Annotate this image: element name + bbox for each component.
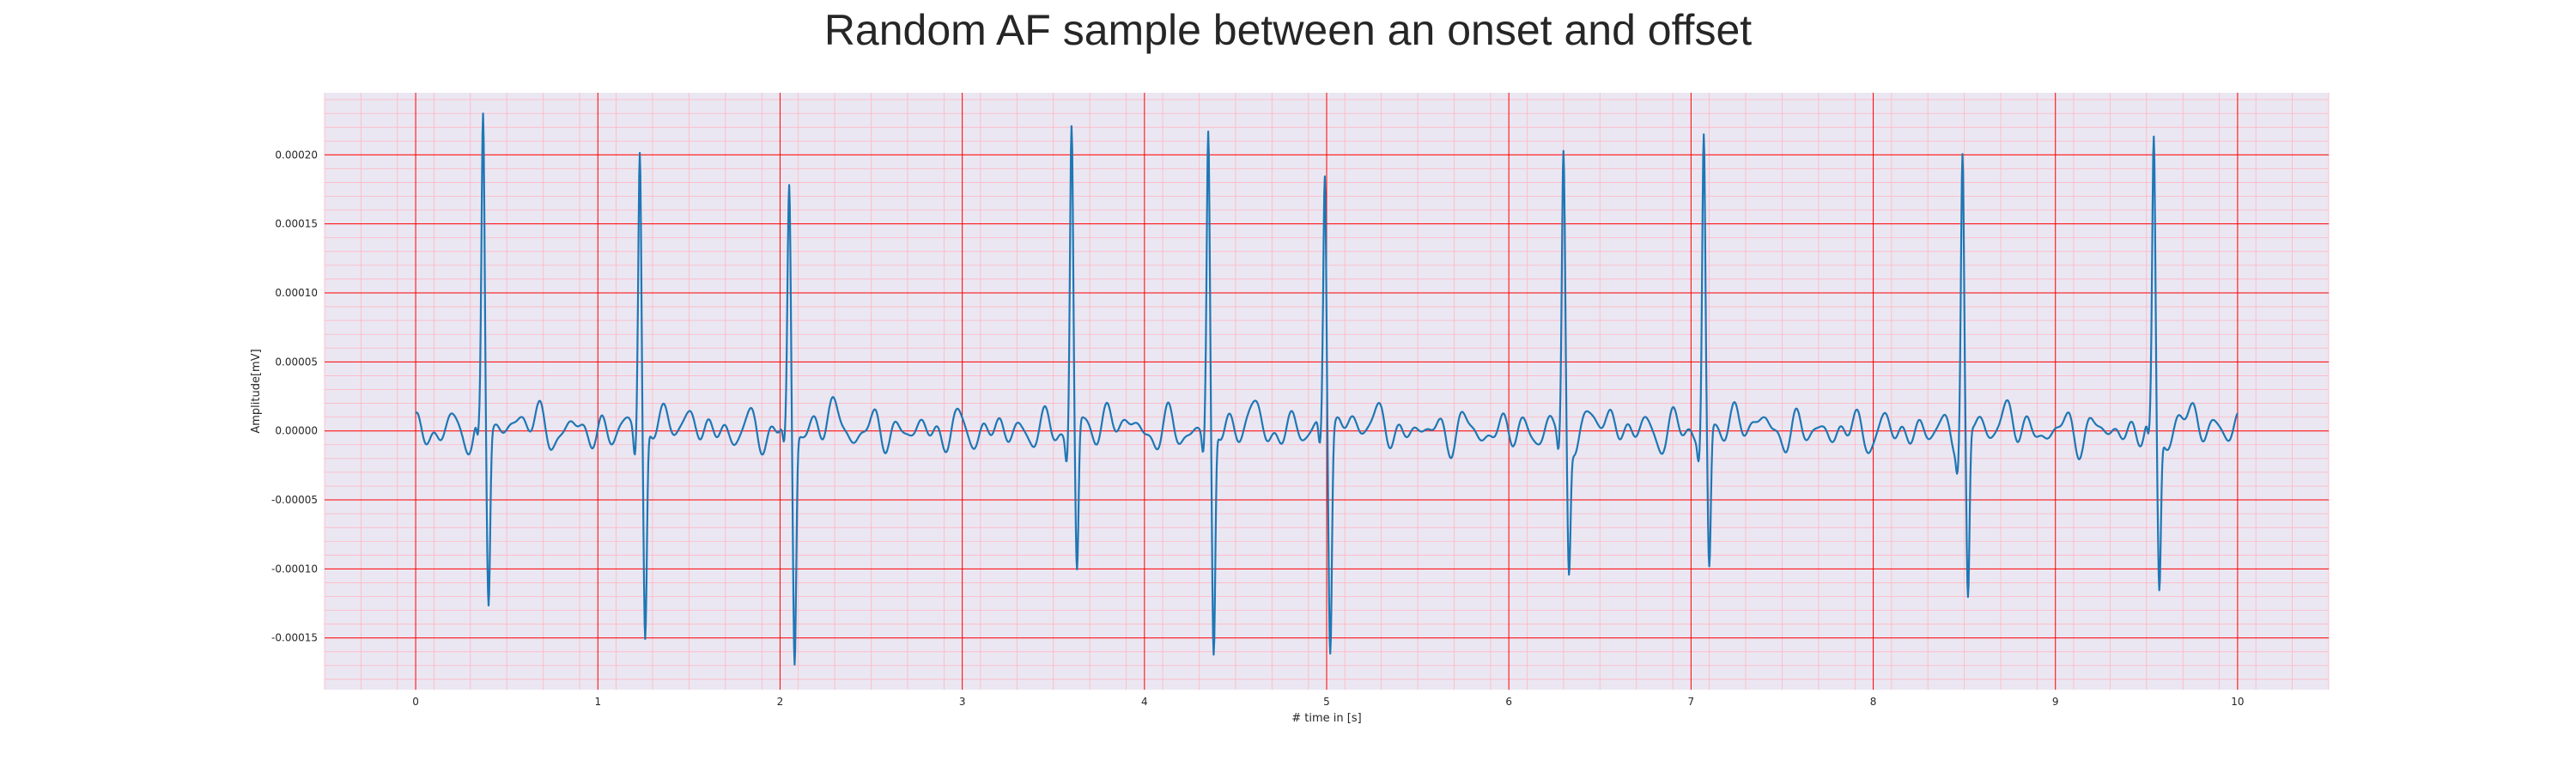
x-tick-label: 0: [412, 696, 419, 708]
x-tick-label: 5: [1323, 696, 1330, 708]
x-tick-labels: 0 1 2 3 4 5 6 7 8 9 10: [412, 696, 2244, 708]
y-tick-label: -0.00010: [271, 563, 318, 575]
y-tick-label: 0.00020: [275, 149, 318, 161]
x-tick-label: 7: [1688, 696, 1695, 708]
y-tick-label: 0.00015: [275, 218, 318, 230]
x-tick-label: 8: [1870, 696, 1877, 708]
y-tick-labels: -0.00015 -0.00010 -0.00005 0.00000 0.00005 0.…: [271, 149, 318, 643]
chart-title: Random AF sample between an onset and of…: [823, 6, 1753, 54]
y-tick-label: 0.00010: [275, 287, 318, 299]
x-tick-label: 6: [1505, 696, 1512, 708]
ecg-signal-line: [415, 113, 2239, 666]
y-tick-label: -0.00015: [271, 632, 318, 644]
x-axis-label: # time in [s]: [1291, 712, 1361, 725]
x-tick-label: 9: [2052, 696, 2059, 708]
x-tick-label: 3: [959, 696, 966, 708]
y-tick-label: 0.00000: [275, 425, 318, 437]
y-tick-label: -0.00005: [271, 494, 318, 506]
x-tick-label: 1: [594, 696, 601, 708]
x-tick-label: 4: [1141, 696, 1148, 708]
y-axis-label: Amplitude[mV]: [250, 349, 263, 433]
y-tick-label: 0.00005: [275, 356, 318, 368]
x-tick-label: 10: [2231, 696, 2244, 708]
x-tick-label: 2: [777, 696, 784, 708]
